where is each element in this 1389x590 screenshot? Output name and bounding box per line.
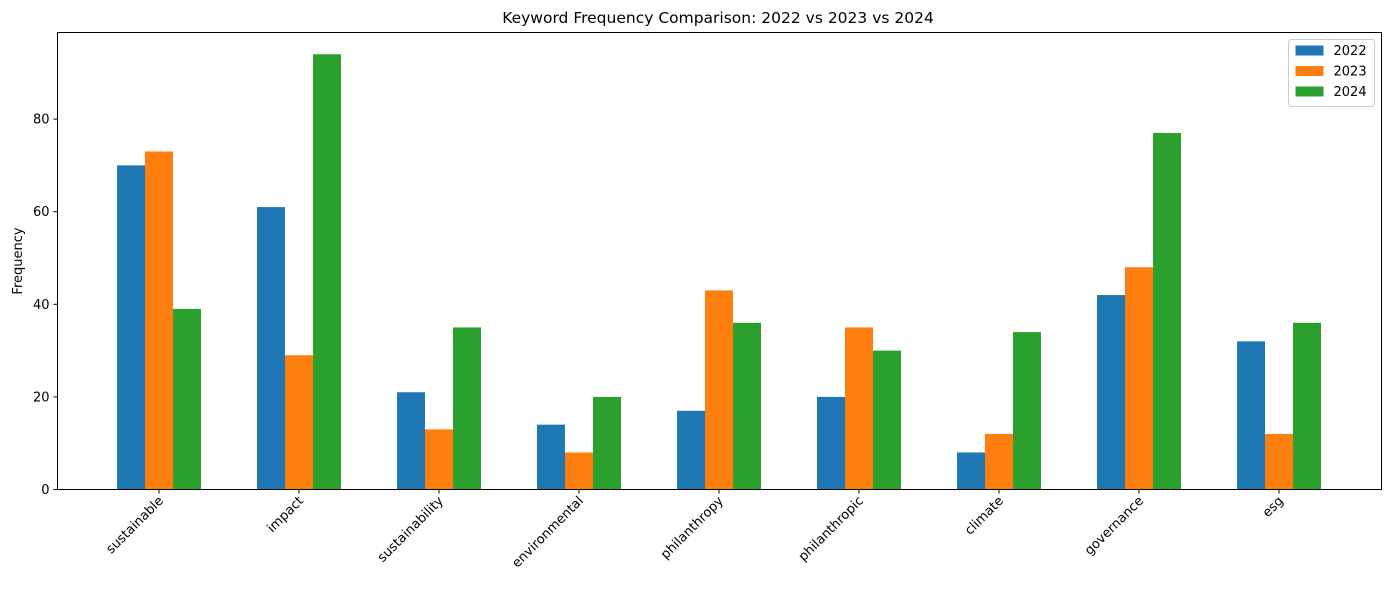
bar-governance-2022	[1097, 295, 1125, 490]
bar-impact-2022	[257, 207, 285, 490]
bar-philanthropy-2024	[733, 322, 761, 490]
bar-climate-2023	[985, 433, 1013, 490]
y-tick-label: 0	[41, 483, 49, 498]
bar-philanthropy-2023	[705, 290, 733, 490]
chart-title: Keyword Frequency Comparison: 2022 vs 20…	[502, 9, 934, 27]
y-tick-label: 20	[33, 390, 50, 405]
bar-governance-2024	[1153, 132, 1181, 490]
y-tick-label: 80	[33, 113, 50, 128]
bar-sustainable-2022	[117, 165, 145, 490]
bar-philanthropic-2023	[845, 327, 873, 490]
bar-esg-2022	[1237, 341, 1265, 490]
legend-label-2023: 2023	[1334, 65, 1367, 80]
legend-swatch-2024	[1295, 86, 1324, 97]
bar-sustainability-2023	[425, 429, 453, 490]
bar-esg-2023	[1265, 433, 1293, 490]
bar-environmental-2024	[593, 396, 621, 490]
bar-impact-2023	[285, 355, 313, 490]
bar-sustainability-2024	[453, 327, 481, 490]
y-axis-label: Frequency	[11, 227, 26, 294]
bar-philanthropic-2024	[873, 350, 901, 490]
legend-label-2022: 2022	[1334, 44, 1367, 59]
legend: 2022 2023 2024	[1288, 39, 1375, 107]
bar-climate-2022	[957, 452, 985, 490]
bars-group	[117, 54, 1321, 490]
bar-sustainable-2023	[145, 151, 173, 490]
bar-sustainability-2022	[397, 392, 425, 490]
bar-governance-2023	[1125, 267, 1153, 490]
bar-philanthropy-2022	[677, 410, 705, 490]
plot-frame	[57, 32, 1382, 490]
legend-swatch-2023	[1295, 66, 1324, 76]
legend-label-2024: 2024	[1334, 85, 1367, 100]
bar-esg-2024	[1293, 322, 1321, 490]
y-tick-label: 40	[33, 298, 50, 313]
bar-impact-2024	[313, 54, 341, 490]
legend-swatch-2022	[1295, 45, 1324, 56]
y-tick-label: 60	[33, 205, 50, 220]
bar-sustainable-2024	[173, 308, 201, 490]
bar-philanthropic-2022	[817, 396, 845, 490]
bar-environmental-2022	[537, 424, 565, 490]
bar-environmental-2023	[565, 452, 593, 490]
y-ticks-group: 0 20 40 60 80	[33, 113, 58, 498]
bar-climate-2024	[1013, 332, 1041, 490]
